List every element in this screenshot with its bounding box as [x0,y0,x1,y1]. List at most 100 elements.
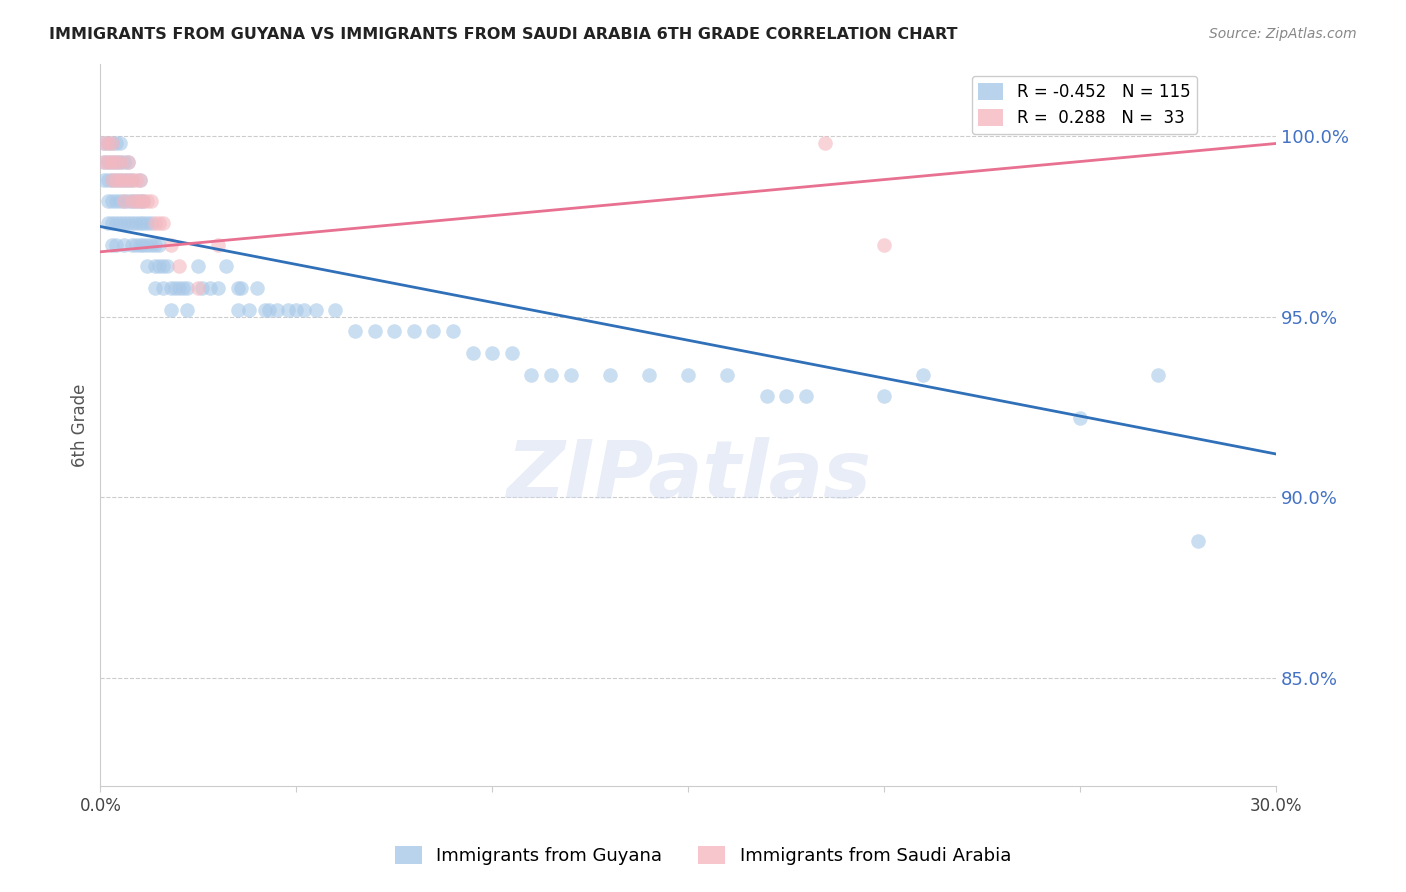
Point [143,237,166,252]
Point [187,259,209,273]
Point [560,368,582,382]
Point [105,172,128,186]
Point [676,368,699,382]
Point [638,368,661,382]
Point [141,216,163,230]
Point [344,324,367,338]
Point [105,194,128,209]
Point [143,216,166,230]
Point [148,216,170,230]
Text: ZIPatlas: ZIPatlas [506,437,870,515]
Point [141,237,163,252]
Legend: Immigrants from Guyana, Immigrants from Saudi Arabia: Immigrants from Guyana, Immigrants from … [388,838,1018,872]
Point [112,237,135,252]
Point [226,281,249,295]
Point [124,172,146,186]
Point [253,302,276,317]
Point [215,259,238,273]
Point [775,389,797,403]
Point [152,216,174,230]
Point [101,154,124,169]
Point [105,136,128,151]
Point [97,136,120,151]
Point [160,302,183,317]
Point [121,216,143,230]
Point [1187,533,1209,548]
Point [101,136,124,151]
Point [246,281,269,295]
Point [108,216,131,230]
Point [132,194,155,209]
Point [231,281,253,295]
Point [117,194,139,209]
Point [152,281,174,295]
Point [112,154,135,169]
Point [108,136,131,151]
Point [117,172,139,186]
Point [97,154,120,169]
Point [402,324,425,338]
Point [257,302,280,317]
Point [121,237,143,252]
Point [108,154,131,169]
Point [117,154,139,169]
Point [105,172,128,186]
Point [172,281,194,295]
Point [136,216,159,230]
Point [97,154,120,169]
Point [93,172,115,186]
Point [461,346,484,360]
Point [101,237,124,252]
Text: IMMIGRANTS FROM GUYANA VS IMMIGRANTS FROM SAUDI ARABIA 6TH GRADE CORRELATION CHA: IMMIGRANTS FROM GUYANA VS IMMIGRANTS FRO… [49,27,957,42]
Point [441,324,464,338]
Point [238,302,260,317]
Point [207,237,229,252]
Y-axis label: 6th Grade: 6th Grade [72,384,89,467]
Point [152,259,174,273]
Point [187,281,209,295]
Point [101,216,124,230]
Point [143,281,166,295]
Point [599,368,621,382]
Text: Source: ZipAtlas.com: Source: ZipAtlas.com [1209,27,1357,41]
Point [136,194,159,209]
Point [160,237,183,252]
Point [108,194,131,209]
Point [121,172,143,186]
Point [540,368,562,382]
Point [128,194,150,209]
Point [325,302,347,317]
Point [121,172,143,186]
Point [112,194,135,209]
Point [101,136,124,151]
Point [124,194,146,209]
Point [132,216,155,230]
Point [156,259,179,273]
Point [305,302,328,317]
Point [912,368,935,382]
Point [481,346,503,360]
Point [422,324,444,338]
Legend: R = -0.452   N = 115, R =  0.288   N =  33: R = -0.452 N = 115, R = 0.288 N = 33 [972,76,1197,134]
Point [143,259,166,273]
Point [93,154,115,169]
Point [97,136,120,151]
Point [794,389,817,403]
Point [112,172,135,186]
Point [1147,368,1170,382]
Point [112,194,135,209]
Point [141,194,163,209]
Point [136,259,159,273]
Point [108,172,131,186]
Point [93,136,115,151]
Point [382,324,405,338]
Point [814,136,837,151]
Point [266,302,288,317]
Point [112,216,135,230]
Point [285,302,308,317]
Point [128,237,150,252]
Point [363,324,385,338]
Point [93,154,115,169]
Point [124,237,146,252]
Point [128,216,150,230]
